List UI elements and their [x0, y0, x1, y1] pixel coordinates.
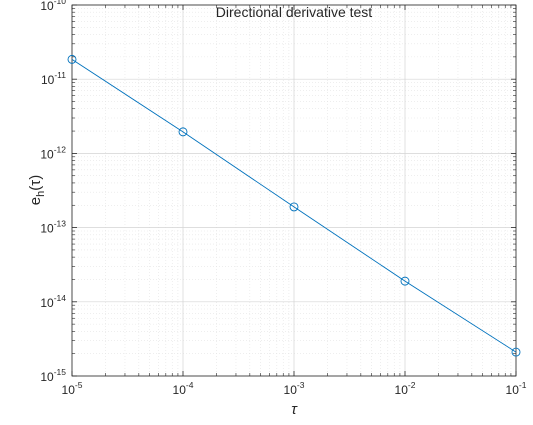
y-tick-label: 10-13 [40, 219, 66, 236]
x-tick-label: 10-4 [173, 380, 194, 397]
series-line [71, 59, 517, 353]
y-tick-label: 10-14 [40, 293, 66, 310]
x-axis-label: τ [291, 401, 298, 418]
y-tick-label: 10-15 [40, 367, 66, 384]
tick-marks [71, 4, 517, 377]
x-tick-label: 10-2 [395, 380, 416, 397]
x-tick-labels: 10-5 10-4 10-3 10-2 10-1 [62, 380, 527, 397]
data-point-marker [400, 276, 410, 286]
x-tick-label: 10-5 [62, 380, 83, 397]
y-tick-label: 10-11 [41, 70, 66, 87]
x-tick-label: 10-1 [506, 380, 527, 397]
data-point-marker [289, 202, 299, 212]
y-axis-label: eh(τ) [27, 175, 47, 205]
y-tick-label: 10-10 [40, 0, 66, 13]
series-layer [67, 54, 521, 357]
data-point-marker [67, 54, 77, 64]
data-point-marker [511, 347, 521, 357]
y-tick-labels: 10-10 10-11 10-12 10-13 10-14 10-15 [40, 0, 66, 384]
data-point-marker [178, 127, 188, 137]
y-tick-label: 10-12 [40, 144, 66, 161]
x-tick-label: 10-3 [284, 380, 305, 397]
chart-title: Directional derivative test [216, 4, 373, 20]
